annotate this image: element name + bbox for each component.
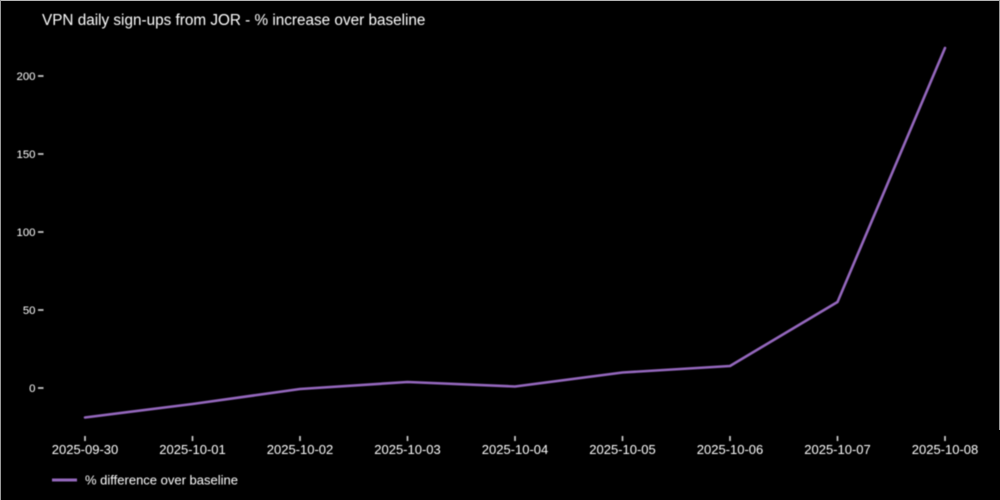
svg-text:100: 100 — [16, 227, 35, 239]
svg-text:150: 150 — [16, 149, 35, 161]
svg-text:VPN daily sign-ups from JOR -: VPN daily sign-ups from JOR - % increase… — [42, 12, 425, 29]
svg-text:2025-10-04: 2025-10-04 — [482, 442, 549, 457]
svg-text:2025-10-03: 2025-10-03 — [374, 442, 441, 457]
svg-text:2025-10-06: 2025-10-06 — [697, 442, 764, 457]
svg-text:2025-10-02: 2025-10-02 — [267, 442, 334, 457]
svg-text:2025-10-01: 2025-10-01 — [159, 442, 226, 457]
svg-text:2025-09-30: 2025-09-30 — [52, 442, 119, 457]
svg-text:2025-10-07: 2025-10-07 — [804, 442, 871, 457]
svg-text:0: 0 — [29, 383, 35, 395]
svg-text:200: 200 — [16, 71, 35, 83]
svg-text:2025-10-05: 2025-10-05 — [589, 442, 656, 457]
svg-text:2025-10-08: 2025-10-08 — [912, 442, 979, 457]
svg-text:% difference over baseline: % difference over baseline — [85, 473, 238, 488]
svg-text:50: 50 — [23, 305, 36, 317]
